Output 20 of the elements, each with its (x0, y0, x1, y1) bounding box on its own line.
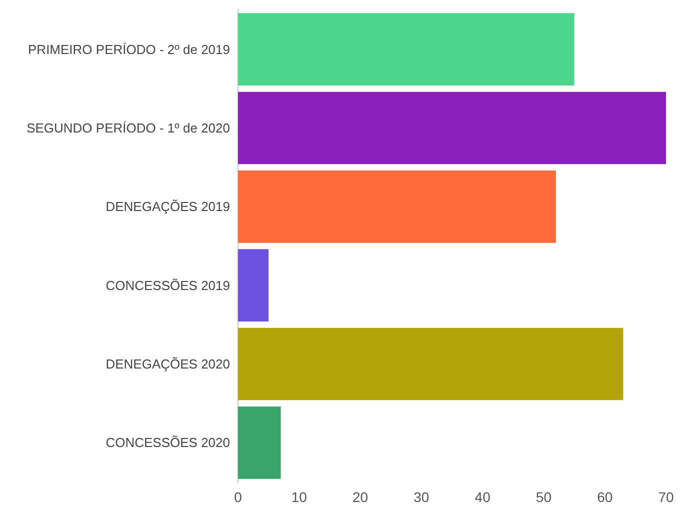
x-tick-label: 60 (597, 489, 613, 505)
y-tick-label: PRIMEIRO PERÍODO - 2º de 2019 (28, 42, 230, 57)
y-tick-label: DENEGAÇÕES 2020 (106, 356, 230, 372)
x-tick-label: 0 (234, 489, 242, 505)
y-tick-label: DENEGAÇÕES 2019 (106, 199, 230, 214)
bar (238, 328, 624, 400)
y-tick-label: CONCESSÕES 2020 (106, 435, 230, 450)
y-tick-label: CONCESSÕES 2019 (106, 278, 230, 293)
bar (238, 249, 269, 322)
x-tick-label: 10 (291, 489, 308, 505)
x-tick-label: 30 (414, 489, 430, 505)
bar (238, 13, 574, 86)
x-tick-label: 40 (474, 489, 491, 505)
bar (238, 170, 556, 243)
x-tick-label: 70 (658, 489, 674, 505)
bar (238, 92, 666, 164)
x-tick-label: 50 (536, 489, 552, 505)
x-tick-label: 20 (352, 489, 368, 505)
y-tick-label: SEGUNDO PERÍODO - 1º de 2020 (26, 120, 230, 136)
bar (238, 406, 281, 479)
